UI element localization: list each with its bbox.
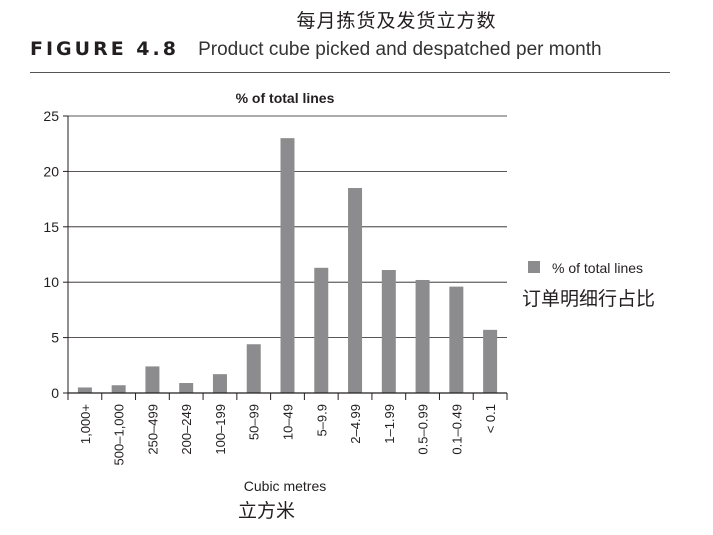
y-tick-label: 5: [51, 330, 59, 346]
bar: [179, 383, 194, 393]
x-tick-label: 1,000+: [78, 404, 93, 444]
bar: [314, 267, 329, 393]
figure-caption: Product cube picked and despatched per m…: [198, 39, 602, 60]
y-tick-label: 0: [51, 385, 59, 401]
chart-title: % of total lines: [236, 90, 335, 106]
y-tick-label: 15: [43, 219, 59, 235]
x-axis-label-cn: 立方米: [238, 500, 296, 522]
x-tick-label: 50–99: [247, 404, 262, 440]
x-tick-label: 0.5–0.99: [416, 404, 431, 455]
x-tick-label: 100–199: [213, 404, 228, 455]
x-axis: 1,000+ 500–1,000 250–499 200–249 100–199 50–9…: [67, 392, 508, 465]
y-tick-label: 25: [43, 108, 59, 124]
legend-label: % of total lines: [552, 260, 643, 276]
bar: [381, 270, 396, 393]
bar: [483, 329, 498, 393]
x-axis-label: Cubic metres: [244, 478, 326, 494]
x-tick-label: 250–499: [145, 404, 160, 455]
y-axis: 0 5 10 15 20 25: [43, 108, 69, 401]
x-tick-label: 10–49: [281, 404, 296, 440]
legend: % of total lines: [528, 260, 643, 276]
bar: [415, 279, 430, 393]
x-tick-label: 1–1.99: [382, 404, 397, 444]
bar: [280, 138, 295, 393]
x-tick-label: 500–1,000: [112, 404, 127, 465]
x-tick-label: < 0.1: [483, 404, 498, 433]
x-tick-label: 200–249: [179, 404, 194, 455]
bar: [111, 385, 126, 393]
bars: [77, 138, 498, 393]
chinese-title: 每月拣货及发货立方数: [296, 10, 497, 32]
bar: [246, 344, 261, 393]
y-tick-label: 10: [43, 274, 59, 290]
bar: [348, 188, 363, 393]
x-tick-label: 5–9.9: [314, 404, 329, 437]
bar: [77, 387, 92, 393]
figure-label: FIGURE 4.8: [30, 38, 179, 60]
bar: [145, 366, 160, 393]
x-tick-label: 2–4.99: [348, 404, 363, 444]
legend-label-cn: 订单明细行占比: [522, 288, 656, 310]
x-tick-label: 0.1–0.49: [449, 404, 464, 455]
y-tick-label: 20: [43, 163, 59, 179]
legend-swatch: [528, 261, 540, 273]
figure-heading: FIGURE 4.8 Product cube picked and despa…: [30, 38, 602, 61]
bar: [449, 286, 464, 393]
bar: [212, 374, 227, 393]
header-rule: [30, 72, 670, 73]
